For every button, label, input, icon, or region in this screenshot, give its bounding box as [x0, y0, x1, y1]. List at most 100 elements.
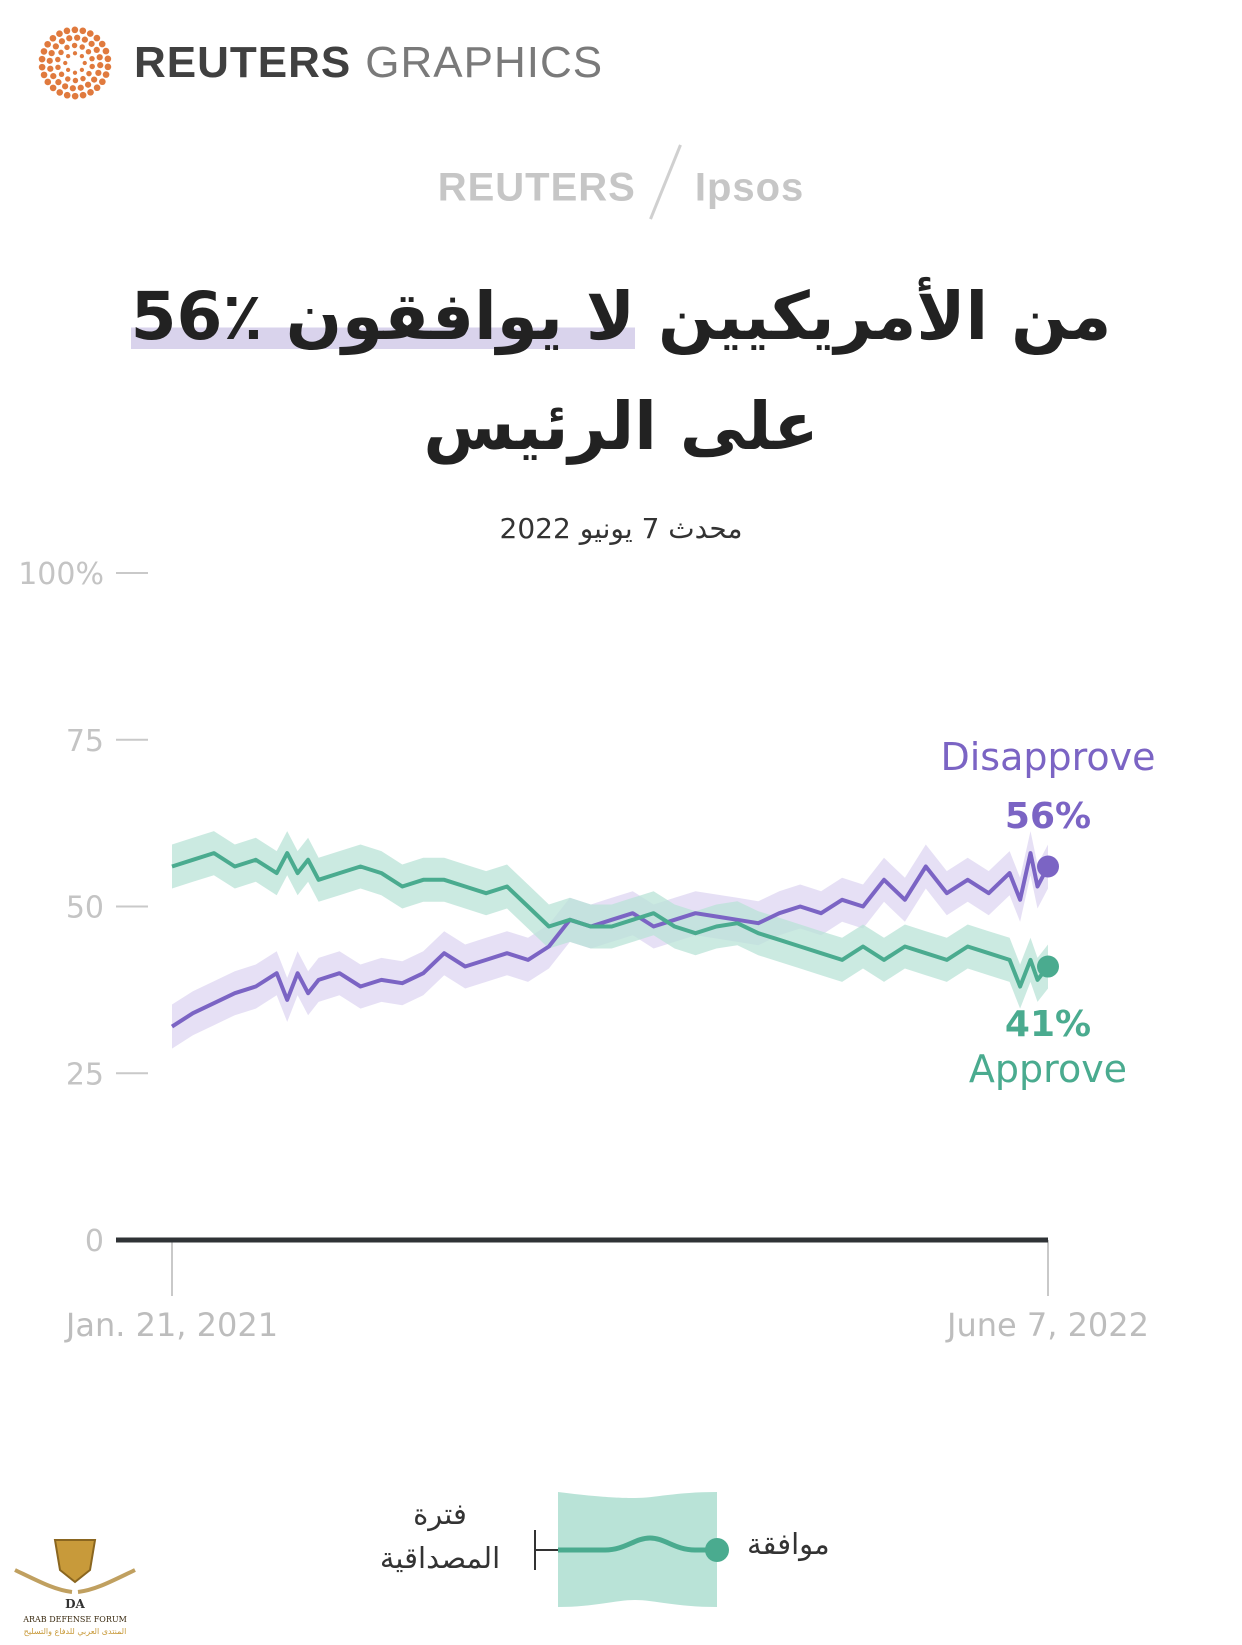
logo-dot	[56, 30, 63, 38]
logo-dot	[49, 84, 57, 92]
logo-dot	[87, 88, 94, 96]
logo-dot	[89, 55, 95, 62]
page-title: من الأمريكيين لا يوافقون ٪56 على الرئيس	[40, 262, 1202, 482]
logo-dot	[72, 51, 78, 56]
logo-dot	[97, 62, 104, 69]
legend-band-label-1: فترة	[413, 1497, 467, 1531]
logo-dot	[65, 76, 71, 82]
logo-dot	[38, 55, 46, 63]
logo-dot	[52, 43, 59, 50]
brand-wordmark: REUTERS GRAPHICS	[134, 38, 603, 88]
logo-dot	[71, 42, 78, 49]
logo-dot	[44, 78, 52, 86]
logo-dot	[46, 57, 53, 64]
partner-ipsos: Ipsos	[694, 165, 805, 210]
logo-dot	[91, 76, 98, 83]
legend-band-label-2: المصداقية	[379, 1541, 501, 1575]
series-name-disapprove: Disapprove	[940, 735, 1155, 779]
y-tick-label: 75	[66, 724, 104, 759]
logo-dot	[74, 34, 81, 41]
logo-dot	[65, 67, 71, 73]
logo-dot	[66, 35, 73, 42]
watermark-monogram: DA	[65, 1597, 85, 1611]
brand-name-bold: REUTERS	[134, 38, 352, 87]
logo-dot	[63, 27, 71, 35]
logo-dot	[86, 70, 92, 77]
logo-dot	[58, 71, 65, 78]
x-tick-label: June 7, 2022	[945, 1306, 1149, 1344]
y-tick-label: 25	[66, 1057, 104, 1092]
legend: فترة المصداقية موافقة	[355, 1492, 875, 1622]
title-highlight: لا يوافقون ٪56	[130, 278, 636, 355]
logo-dot	[79, 67, 85, 73]
logo-dot	[79, 91, 87, 99]
watermark-text-ar: المنتدى العربي للدفاع والتسليح	[24, 1627, 127, 1636]
logo-dot	[71, 92, 79, 100]
logo-dot	[95, 69, 102, 76]
logo-dot	[65, 53, 71, 59]
series-name-approve: Approve	[969, 1047, 1127, 1091]
logo-dot	[40, 71, 48, 79]
logo-dot	[55, 79, 62, 86]
watermark-text-en: ARAB DEFENSE FORUM	[22, 1615, 127, 1624]
logo-dot	[47, 65, 54, 72]
partner-logo: REUTERS Ipsos	[0, 144, 1242, 230]
logo-dot	[80, 75, 86, 82]
logo-dot	[55, 56, 61, 63]
logo-dot	[96, 54, 103, 61]
y-tick-label: 50	[66, 891, 104, 926]
logo-dot	[50, 72, 57, 80]
logo-dot	[93, 34, 101, 42]
logo-dot	[85, 48, 92, 55]
logo-dot	[58, 38, 66, 45]
data-label-disapprove: 56%	[1005, 796, 1091, 837]
logo-dot	[44, 40, 51, 48]
logo-dot	[93, 84, 101, 92]
logo-dot	[48, 50, 55, 57]
logo-dot	[63, 60, 68, 66]
title-part-a: من الأمريكيين	[635, 278, 1112, 355]
logo-dot	[84, 81, 92, 88]
logo-dot	[98, 40, 106, 48]
x-tick-label: Jan. 21, 2021	[64, 1306, 278, 1344]
legend-line	[558, 1535, 717, 1553]
y-tick-label: 0	[85, 1224, 104, 1259]
logo-dot	[82, 60, 87, 66]
legend-series-label: موافقة	[747, 1527, 830, 1561]
logo-dot	[38, 63, 46, 71]
logo-dot	[64, 44, 70, 51]
logo-dot	[79, 53, 85, 59]
logo-dot	[104, 55, 112, 63]
logo-dot	[72, 70, 78, 75]
logo-dot	[104, 63, 112, 71]
logo-dot	[81, 36, 88, 43]
logo-dot	[58, 49, 64, 56]
logo-dot	[89, 63, 95, 70]
logo-dot	[40, 48, 48, 55]
series-line-disapprove	[170, 851, 1050, 1029]
arab-defense-forum-watermark: DA ARAB DEFENSE FORUM المنتدى العربي للدفا…	[14, 1539, 136, 1636]
logo-dot	[86, 30, 94, 37]
brand-name-light: GRAPHICS	[365, 38, 604, 87]
legend-dot	[705, 1538, 729, 1562]
logo-dot	[62, 83, 69, 90]
updated-date: محدث 7 يونيو 2022	[499, 512, 743, 545]
logo-dot	[88, 40, 95, 47]
partner-divider	[648, 144, 682, 220]
logo-dot	[69, 85, 76, 92]
logo-dot	[63, 91, 71, 99]
logo-dot	[72, 77, 79, 84]
logo-dot	[77, 84, 84, 91]
data-label-approve: 41%	[1005, 1004, 1091, 1045]
title-line-2: على الرئيس	[423, 388, 819, 465]
reuters-logo-icon	[38, 26, 112, 100]
logo-dot	[55, 64, 61, 71]
logo-dot	[102, 47, 110, 55]
y-tick-label: 100%	[18, 560, 104, 592]
end-point-approve	[1037, 955, 1059, 978]
logo-dot	[56, 89, 64, 96]
shield-icon	[53, 1539, 97, 1584]
logo-dot	[102, 71, 110, 78]
partner-reuters: REUTERS	[437, 165, 636, 210]
legend-band	[558, 1492, 717, 1607]
